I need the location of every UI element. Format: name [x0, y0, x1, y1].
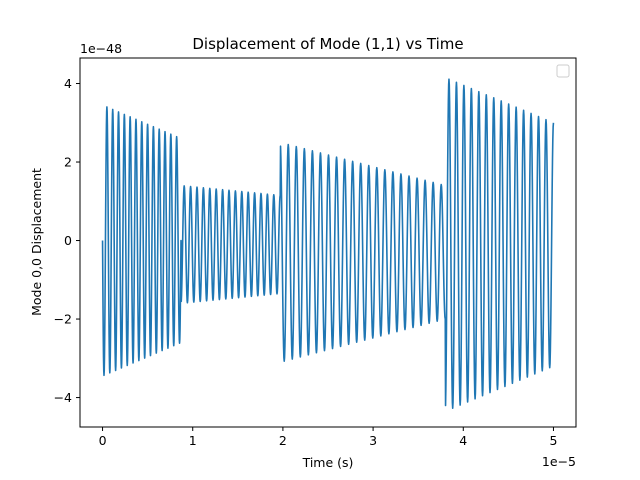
- y-tick-label: 2: [64, 155, 72, 170]
- x-tick-label: 2: [279, 433, 287, 448]
- series-line: [101, 78, 555, 409]
- x-axis-offset-text: 1e−5: [542, 454, 576, 469]
- y-tick-label: −4: [54, 390, 72, 405]
- chart-title: Displacement of Mode (1,1) vs Time: [192, 35, 463, 53]
- x-axis: 0 1 2 3 4 5: [99, 427, 557, 448]
- y-axis: −4 −2 0 2 4: [54, 76, 80, 405]
- x-tick-label: 4: [459, 433, 467, 448]
- x-tick-label: 5: [549, 433, 557, 448]
- x-tick-label: 0: [99, 433, 107, 448]
- x-axis-label: Time (s): [302, 455, 354, 470]
- legend-box: [556, 64, 570, 78]
- series-group: [101, 78, 555, 409]
- y-tick-label: 0: [64, 233, 72, 248]
- y-axis-label: Mode 0,0 Displacement: [29, 168, 44, 316]
- plot-area: [79, 57, 577, 428]
- y-axis-offset-text: 1e−48: [80, 41, 122, 56]
- y-tick-label: −2: [54, 312, 72, 327]
- x-tick-label: 3: [369, 433, 377, 448]
- y-tick-label: 4: [64, 76, 72, 91]
- x-tick-label: 1: [189, 433, 197, 448]
